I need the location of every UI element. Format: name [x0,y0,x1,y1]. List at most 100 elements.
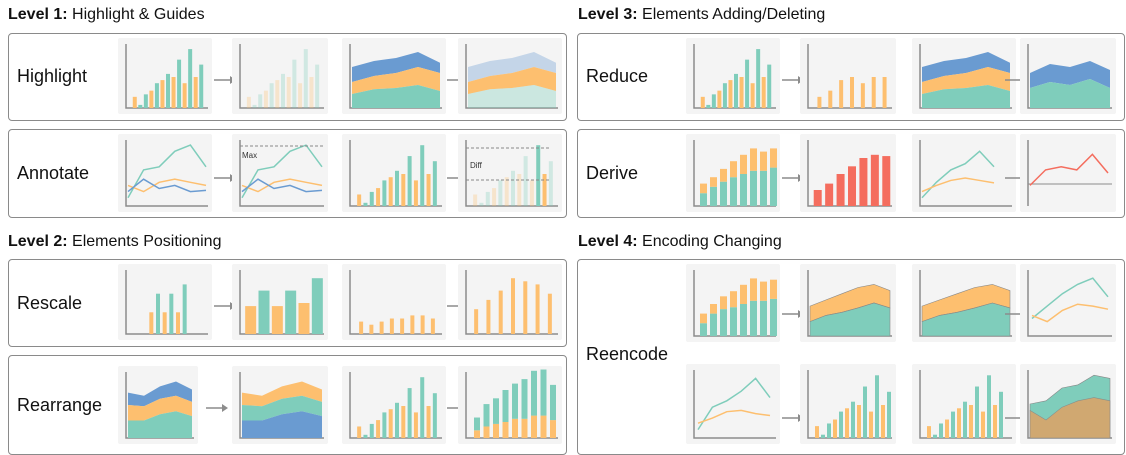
area-top [468,52,556,82]
bar [857,405,861,438]
area-bottom [128,411,192,438]
bar [813,190,822,206]
bar [547,293,552,334]
axis [693,270,776,337]
rearrange-before-1 [118,366,198,444]
series-orange [241,178,323,193]
stack-bar-top [760,281,767,301]
bar [258,94,263,108]
bar [389,318,394,334]
area-top [352,52,440,82]
area-mid [242,395,322,421]
bar [542,174,547,206]
series-orange [921,177,995,193]
bar [252,104,257,108]
bar [432,161,437,206]
bar [245,306,257,334]
reduce-before-1 [686,38,780,114]
op-label-annotate: Annotate [17,163,90,183]
series-teal [127,144,207,199]
bar [975,386,979,438]
reduce-before-2 [912,38,1016,114]
bar [479,202,484,206]
rescale-before-1 [118,264,212,340]
annotate-before-2 [342,134,446,212]
bar [138,104,143,108]
bar [426,174,431,206]
series-teal [1031,277,1109,320]
bar [143,94,148,108]
derive-before-2 [912,134,1016,212]
bar [881,405,885,438]
bar [498,180,503,206]
bar [706,104,711,108]
series-teal [697,377,771,431]
bar [951,411,955,438]
bar [154,83,159,108]
stack-bar-bottom [474,430,480,438]
bar [407,156,412,206]
stack-bar-top [550,384,556,421]
reencode-before-4 [912,364,1016,444]
stack-bar-top [700,183,707,194]
bar [420,315,425,334]
area-top [242,381,322,407]
area-top [128,381,192,407]
bar [722,83,727,108]
rearrange-after-2 [458,366,562,444]
bar [548,161,553,206]
bar [828,90,833,108]
bar [177,59,182,108]
bar [993,405,997,438]
bar [132,96,137,108]
area-orange [1029,397,1111,439]
bar [728,80,733,108]
bar [171,77,176,108]
bar [756,49,761,108]
stack-bar-bottom [521,418,528,438]
bar [767,64,772,108]
stack-bar-top [720,168,727,182]
stack-bar-top [730,161,737,178]
stack-bar-bottom [740,174,747,206]
bar [851,401,855,438]
stack-bar-bottom [550,420,556,438]
series-teal [921,150,995,199]
op-label-rearrange: Rearrange [17,395,103,415]
reencode-before-2 [912,264,1016,342]
bar [473,194,478,206]
series-teal [241,144,323,199]
bar [160,80,165,108]
bar [833,419,837,438]
stack-bar-top [750,278,757,301]
bar [420,145,425,206]
highlight-after-1 [232,38,328,114]
stack-bar-bottom [700,323,707,336]
bar [511,278,515,334]
axis [239,140,324,207]
bar [410,315,415,334]
bar [286,77,291,108]
op-label-reduce: Reduce [586,66,649,86]
op-label-rescale: Rescale [17,293,83,313]
bar [182,83,187,108]
bar [263,90,268,108]
stack-bar-top [730,291,737,308]
derive-after-2 [1020,134,1116,212]
bar [311,278,323,334]
stack-bar-bottom [770,167,777,206]
level-3-title: Level 3: Elements Adding/Deleting [578,6,826,23]
bar [845,408,849,438]
stack-bar-top [770,279,777,299]
area-mid [468,67,556,94]
highlight-after-2 [458,38,562,114]
stack-bar-top [750,148,757,171]
axis [919,140,1012,207]
bar [999,391,1003,438]
highlight-before-2 [342,38,446,114]
axis [239,44,324,109]
stack-bar-top [540,369,547,416]
bar [359,321,364,334]
axis [125,140,208,207]
axis [349,270,442,335]
